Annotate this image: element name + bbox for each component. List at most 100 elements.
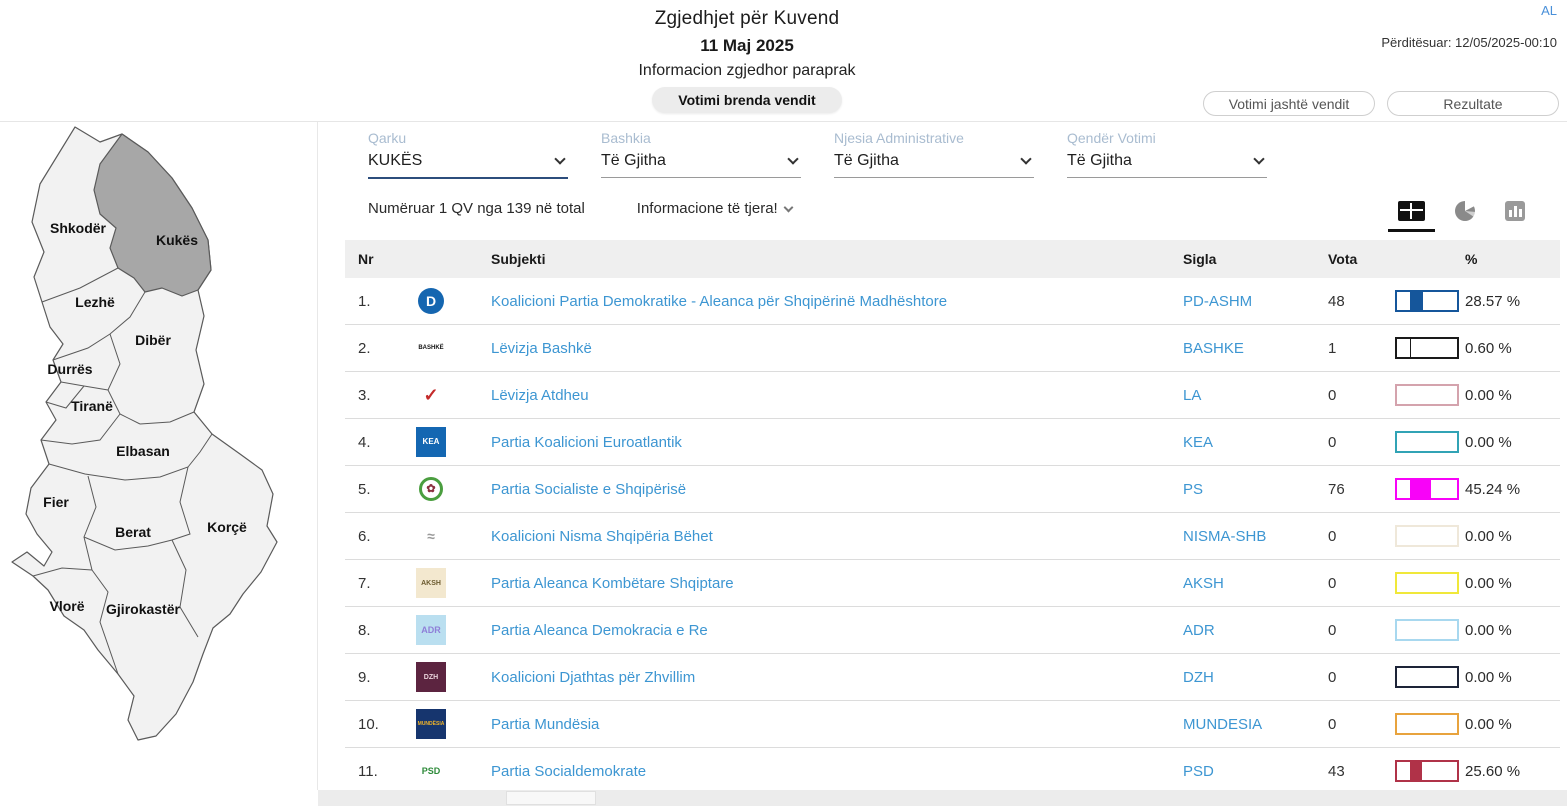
table-row: 6. ≈ Koalicioni Nisma Shqipëria Bëhet NI… [345,513,1560,560]
pie-view-button[interactable] [1454,200,1476,222]
party-sigla-link[interactable]: NISMA-SHB [1183,527,1267,545]
party-name-link[interactable]: Lëvizja Bashkë [491,339,592,357]
map-region-label-vlor[interactable]: Vlorë [49,598,85,614]
party-sigla-link[interactable]: ADR [1183,621,1215,639]
map-region-label-gjirokastr[interactable]: Gjirokastër [106,601,180,617]
filter-bashkia[interactable]: Bashkia Të Gjitha [601,130,801,179]
party-sigla-link[interactable]: KEA [1183,433,1214,451]
party-name-link[interactable]: Partia Koalicioni Euroatlantik [491,433,682,451]
table-row: 2. BASHKË Lëvizja Bashkë BASHKE 1 0.60 % [345,325,1560,372]
country-outline [11,126,278,741]
party-sigla-link[interactable]: PSD [1183,762,1214,780]
party-sigla-link[interactable]: BASHKE [1183,339,1244,357]
party-logo: PSD [416,756,446,786]
party-name-link[interactable]: Koalicioni Djathtas për Zhvillim [491,668,696,686]
party-logo: ✓ [416,380,446,410]
party-name-link[interactable]: Koalicioni Partia Demokratike - Aleanca … [491,292,948,310]
percent-value: 0.60 % [1465,339,1512,357]
party-name-link[interactable]: Partia Socialdemokrate [491,762,647,780]
table-header-row: Nr Subjekti Sigla Vota % [345,240,1560,278]
filter-qender-votimi[interactable]: Qendër Votimi Të Gjitha [1067,130,1267,179]
table-row: 1. D Koalicioni Partia Demokratike - Ale… [345,278,1560,325]
percent-bar [1395,713,1459,735]
filter-qarku[interactable]: Qarku KUKËS [368,130,568,179]
party-logo: DZH [416,662,446,692]
map-region-label-kuks[interactable]: Kukës [155,232,199,248]
party-sigla-link[interactable]: PD-ASHM [1183,292,1253,310]
map-region-label-elbasan[interactable]: Elbasan [116,443,170,459]
table-row: 9. DZH Koalicioni Djathtas për Zhvillim … [345,654,1560,701]
row-number: 7. [358,574,371,592]
map-region-label-fier[interactable]: Fier [43,494,69,510]
vote-count: 1 [1328,339,1337,357]
vote-count: 0 [1328,668,1337,686]
percent-value: 0.00 % [1465,621,1512,639]
map-region-label-kor[interactable]: Korçë [207,519,247,535]
filter-qarku-value: KUKËS [368,152,423,169]
row-number: 10. [358,715,379,733]
row-number: 2. [358,339,371,357]
tab-rezultate[interactable]: Rezultate [1387,91,1559,116]
albania-map[interactable]: Shkodër Kukës Lezhë Dibër Durrës Tiranë Elbasa… [0,122,318,790]
map-region-label-lezh[interactable]: Lezhë [75,294,115,310]
vote-count: 0 [1328,715,1337,733]
tab-votimi-jashte-vendit[interactable]: Votimi jashtë vendit [1203,91,1375,116]
map-region-label-dibr[interactable]: Dibër [135,332,171,348]
bar-chart-icon [1505,201,1525,221]
percent-bar [1395,384,1459,406]
party-sigla-link[interactable]: MUNDESIA [1183,715,1263,733]
table-view-button[interactable] [1388,201,1435,232]
col-header-subjekti: Subjekti [491,251,546,267]
vote-count: 0 [1328,527,1337,545]
filter-qarku-label: Qarku [368,130,407,146]
percent-bar [1395,290,1459,312]
party-sigla-link[interactable]: DZH [1183,668,1214,686]
table-icon [1398,201,1425,221]
party-sigla-link[interactable]: LA [1183,386,1202,404]
row-number: 6. [358,527,371,545]
header-buttons: Votimi jashtë vendit Rezultate [1203,91,1559,116]
party-logo: ✿ [416,474,446,504]
more-info-toggle[interactable]: Informacione të tjera! [637,200,794,217]
region-kukes-highlight [93,133,212,297]
map-region-label-shkodr[interactable]: Shkodër [49,220,107,236]
party-sigla-link[interactable]: AKSH [1183,574,1224,592]
header-meta: AL Përditësuar: 12/05/2025-00:10 [1381,3,1557,50]
bar-view-button[interactable] [1505,201,1525,221]
language-link[interactable]: AL [1541,3,1557,18]
party-sigla-link[interactable]: PS [1183,480,1204,498]
party-logo: MUNDËSIA [416,709,446,739]
horizontal-scrollbar[interactable] [318,790,1567,806]
table-row: 11. PSD Partia Socialdemokrate PSD 43 25… [345,748,1560,795]
filter-njesia-administrative[interactable]: Njesia Administrative Të Gjitha [834,130,1034,179]
vote-count: 0 [1328,621,1337,639]
party-logo: ADR [416,615,446,645]
tab-votimi-brenda-vendit[interactable]: Votimi brenda vendit [652,87,842,113]
party-name-link[interactable]: Koalicioni Nisma Shqipëria Bëhet [491,527,713,545]
status-row: Numëruar 1 QV nga 139 në total Informaci… [368,200,794,217]
map-region-label-berat[interactable]: Berat [115,524,151,540]
percent-value: 0.00 % [1465,433,1512,451]
row-number: 5. [358,480,371,498]
chevron-down-icon [783,202,794,212]
party-name-link[interactable]: Partia Socialiste e Shqipërisë [491,480,687,498]
party-name-link[interactable]: Partia Aleanca Kombëtare Shqiptare [491,574,734,592]
percent-value: 0.00 % [1465,386,1512,404]
vote-count: 0 [1328,433,1337,451]
chevron-down-icon [1020,153,1032,165]
scrollbar-thumb[interactable] [506,791,596,805]
vote-count: 0 [1328,386,1337,404]
map-panel: Shkodër Kukës Lezhë Dibër Durrës Tiranë Elbasa… [0,122,318,790]
party-name-link[interactable]: Lëvizja Atdheu [491,386,589,404]
party-name-link[interactable]: Partia Aleanca Demokracia e Re [491,621,708,639]
percent-value: 45.24 % [1465,480,1521,498]
map-region-label-tiran[interactable]: Tiranë [71,398,113,414]
percent-value: 0.00 % [1465,527,1512,545]
party-name-link[interactable]: Partia Mundësia [491,715,600,733]
party-logo: KEA [416,427,446,457]
chevron-down-icon [787,153,799,165]
percent-bar-fill [1410,762,1423,780]
map-region-label-durrs[interactable]: Durrës [47,361,93,377]
party-logo: AKSH [416,568,446,598]
vote-count: 43 [1328,762,1345,780]
